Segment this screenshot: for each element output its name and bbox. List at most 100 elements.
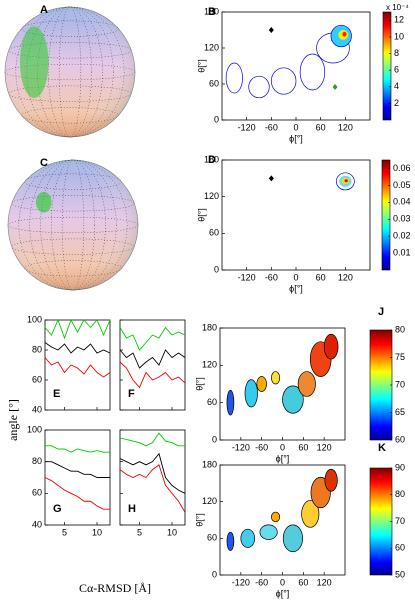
panel-label: J [378, 306, 384, 318]
sphere-shade [8, 160, 138, 290]
panel-label: K [378, 442, 386, 454]
y-tick-label: 180 [204, 154, 219, 164]
x-tick-label: 0 [280, 442, 285, 452]
x-tick-label: 60 [298, 577, 308, 587]
panel-label: B [208, 6, 216, 18]
x-tick-label: 120 [317, 577, 332, 587]
panel-label: F [128, 388, 135, 400]
x-tick-label: 60 [316, 272, 326, 282]
x-tick-label: -60 [255, 577, 268, 587]
panel-label: C [40, 157, 48, 169]
contour-region [248, 75, 270, 99]
panel-label: H [128, 503, 136, 515]
series-line [45, 461, 110, 478]
colorbar-tick-label: 60 [395, 543, 405, 553]
x-tick-label: 0 [293, 122, 298, 132]
x-tick-label: 120 [317, 442, 332, 452]
x-axis-label: ϕ[°] [276, 453, 290, 463]
panel-label: A [40, 4, 48, 16]
x-tick-label: -120 [232, 442, 250, 452]
colorbar-tick-label: 0.05 [393, 180, 411, 190]
series-line [44, 477, 110, 510]
parallel [8, 42, 132, 59]
contour-region [297, 371, 316, 397]
series-line [119, 361, 186, 389]
colorbar-tick-label: 0.04 [393, 197, 411, 207]
parallel [8, 85, 132, 102]
x-tick-label: -60 [255, 442, 268, 452]
series-line [119, 349, 186, 369]
colorbar-tick-label: 80 [395, 324, 405, 334]
x-tick-label: 120 [338, 272, 353, 282]
y-tick-label: 60 [209, 228, 219, 238]
colorbar [369, 329, 393, 441]
y-axis-label: θ[°] [194, 513, 204, 527]
y-tick-label: 60 [32, 374, 42, 384]
x-tick-label: 10 [92, 527, 102, 537]
y-tick-label: 80 [32, 344, 42, 354]
contour-region [323, 333, 339, 360]
y-tick-label: 40 [32, 404, 42, 414]
x-tick-label: 0 [280, 577, 285, 587]
colorbar [369, 467, 393, 576]
y-tick-label: 60 [32, 488, 42, 498]
y-tick-label: 100 [27, 424, 42, 434]
contour-region [299, 53, 326, 91]
contour-region [226, 531, 235, 551]
y-tick-label: 180 [204, 6, 219, 16]
shared-y-label: angle [°] [6, 399, 20, 441]
marker [268, 27, 274, 33]
panel-label: D [208, 154, 216, 166]
series-line [119, 452, 186, 494]
axes-frame [119, 429, 186, 526]
colorbar-tick-label: 10 [394, 31, 404, 41]
contour-region [259, 524, 278, 540]
colorbar-tick-label: 0.03 [393, 214, 411, 224]
marker [332, 84, 338, 90]
y-tick-label: 0 [214, 114, 219, 124]
x-tick-label: 10 [167, 527, 177, 537]
contour-region [270, 67, 297, 95]
colorbar [381, 159, 391, 271]
parallel [11, 238, 135, 255]
y-axis-label: θ[°] [196, 208, 206, 222]
y-tick-label: 120 [202, 360, 217, 370]
contour-region [226, 389, 235, 416]
contour-region [225, 62, 243, 94]
colorbar-tick-label: 6 [394, 65, 399, 75]
colorbar-tick-label: 4 [394, 81, 399, 91]
colorbar-tick-label: 0.02 [393, 231, 411, 241]
panel-label: G [53, 503, 62, 515]
parallel [11, 195, 135, 212]
contour-region [240, 528, 256, 548]
y-tick-label: 80 [32, 456, 42, 466]
y-tick-label: 60 [207, 397, 217, 407]
x-tick-label: -60 [265, 122, 278, 132]
series-line [119, 464, 186, 513]
contour-region [271, 371, 281, 385]
y-axis-label: θ[°] [196, 59, 206, 73]
y-tick-label: 120 [202, 496, 217, 506]
colorbar-tick-label: 0.01 [393, 247, 411, 257]
x-tick-label: -60 [265, 272, 278, 282]
x-tick-label: 5 [62, 527, 67, 537]
y-tick-label: 180 [202, 459, 217, 469]
colorbar-tick-label: 50 [395, 569, 405, 579]
shared-x-label: Cα-RMSD [Å] [79, 581, 151, 595]
y-tick-label: 0 [214, 264, 219, 274]
colorbar-tick-label: 70 [395, 379, 405, 389]
colorbar-tick-label: 2 [394, 98, 399, 108]
y-tick-label: 100 [27, 314, 42, 324]
series-line [44, 342, 111, 354]
x-axis-label: ϕ[°] [289, 283, 303, 293]
panel-label: E [53, 388, 60, 400]
x-tick-label: 0 [293, 272, 298, 282]
x-tick-label: -120 [238, 122, 256, 132]
y-tick-label: 0 [212, 434, 217, 444]
colorbar-tick-label: 70 [395, 516, 405, 526]
colorbar-tick-label: 80 [395, 489, 405, 499]
x-tick-label: 60 [316, 122, 326, 132]
y-tick-label: 120 [204, 191, 219, 201]
x-tick-label: 120 [338, 122, 353, 132]
